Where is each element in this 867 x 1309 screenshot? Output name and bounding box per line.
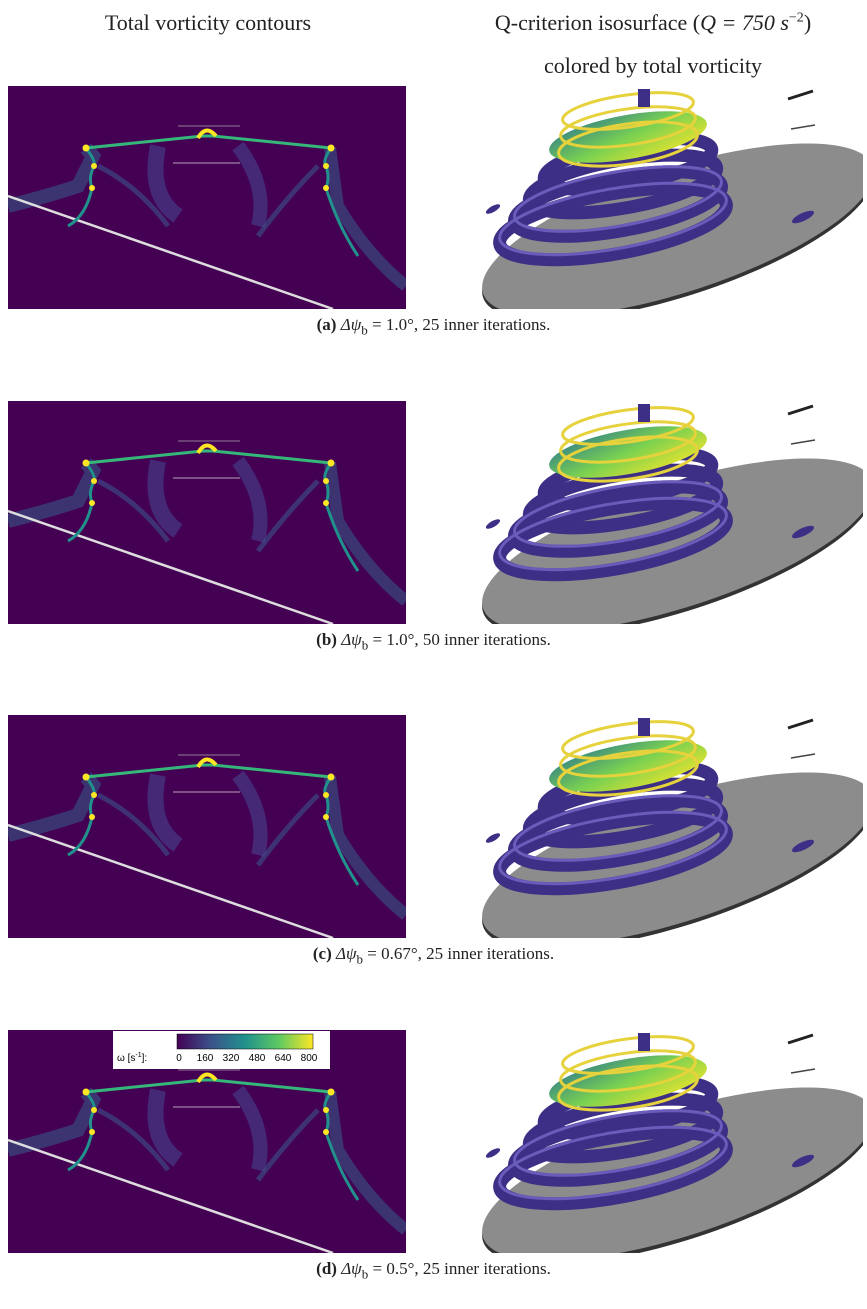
qcriterion-render bbox=[464, 1033, 863, 1253]
caption-text: = 1.0°, 25 inner iterations. bbox=[368, 315, 551, 334]
vorticity-image bbox=[8, 86, 406, 309]
caption-text: = 0.5°, 25 inner iterations. bbox=[368, 1259, 551, 1278]
qcriterion-image bbox=[463, 89, 863, 309]
caption-text: = 0.67°, 25 inner iterations. bbox=[363, 944, 554, 963]
title-text: Q-criterion isosurface ( bbox=[495, 10, 700, 35]
right-title-line2: colored by total vorticity bbox=[544, 53, 762, 79]
qcriterion-render bbox=[464, 718, 863, 938]
caption-label: (b) bbox=[316, 630, 337, 649]
colorbar-tick-label: 640 bbox=[275, 1053, 292, 1064]
caption-symbol: Δψ bbox=[341, 1259, 362, 1278]
vorticity-image bbox=[8, 401, 406, 624]
panel-caption: (d) Δψb = 0.5°, 25 inner iterations. bbox=[0, 1259, 867, 1282]
colorbar-tick-label: 160 bbox=[197, 1053, 214, 1064]
qcriterion-image bbox=[463, 404, 863, 624]
right-title: Q-criterion isosurface (Q = 750 s−2) bbox=[495, 10, 811, 36]
caption-label: (d) bbox=[316, 1259, 337, 1278]
colorbar-gradient bbox=[177, 1034, 313, 1049]
colorbar-tick-label: 320 bbox=[223, 1053, 240, 1064]
caption-label: (c) bbox=[313, 944, 332, 963]
colorbar-tick-label: 0 bbox=[176, 1053, 182, 1064]
colorbar-tick-label: 800 bbox=[301, 1053, 318, 1064]
caption-symbol: Δψ bbox=[341, 315, 362, 334]
panel-caption: (b) Δψb = 1.0°, 50 inner iterations. bbox=[0, 630, 867, 653]
colorbar-label: ω [s-1]: bbox=[117, 1052, 147, 1064]
title-text: ) bbox=[804, 10, 811, 35]
vorticity-render bbox=[8, 715, 406, 938]
panel-caption: (c) Δψb = 0.67°, 25 inner iterations. bbox=[0, 944, 867, 967]
qcriterion-render bbox=[464, 89, 863, 309]
qcriterion-image bbox=[463, 718, 863, 938]
colorbar-graphic: ω [s-1]: 0 160 320 480 640 800 bbox=[113, 1031, 330, 1069]
colorbar: ω [s-1]: 0 160 320 480 640 800 bbox=[113, 1031, 330, 1069]
panel-caption: (a) Δψb = 1.0°, 25 inner iterations. bbox=[0, 315, 867, 338]
figure: Total vorticity contours Q-criterion iso… bbox=[0, 0, 867, 1309]
vorticity-render bbox=[8, 401, 406, 624]
qcriterion-render bbox=[464, 404, 863, 624]
caption-symbol: Δψ bbox=[336, 944, 357, 963]
colorbar-tick-label: 480 bbox=[249, 1053, 266, 1064]
vorticity-image bbox=[8, 715, 406, 938]
caption-text: = 1.0°, 50 inner iterations. bbox=[368, 630, 551, 649]
caption-label: (a) bbox=[317, 315, 337, 334]
title-sup: −2 bbox=[789, 11, 804, 26]
colorbar-ticks: 0 160 320 480 640 800 bbox=[176, 1053, 318, 1064]
qcriterion-image bbox=[463, 1033, 863, 1253]
left-title: Total vorticity contours bbox=[105, 10, 311, 36]
title-math: Q = 750 s bbox=[700, 10, 789, 35]
label-text: ]: bbox=[142, 1053, 148, 1064]
vorticity-render bbox=[8, 86, 406, 309]
caption-symbol: Δψ bbox=[341, 630, 362, 649]
label-text: ω [s bbox=[117, 1053, 135, 1064]
